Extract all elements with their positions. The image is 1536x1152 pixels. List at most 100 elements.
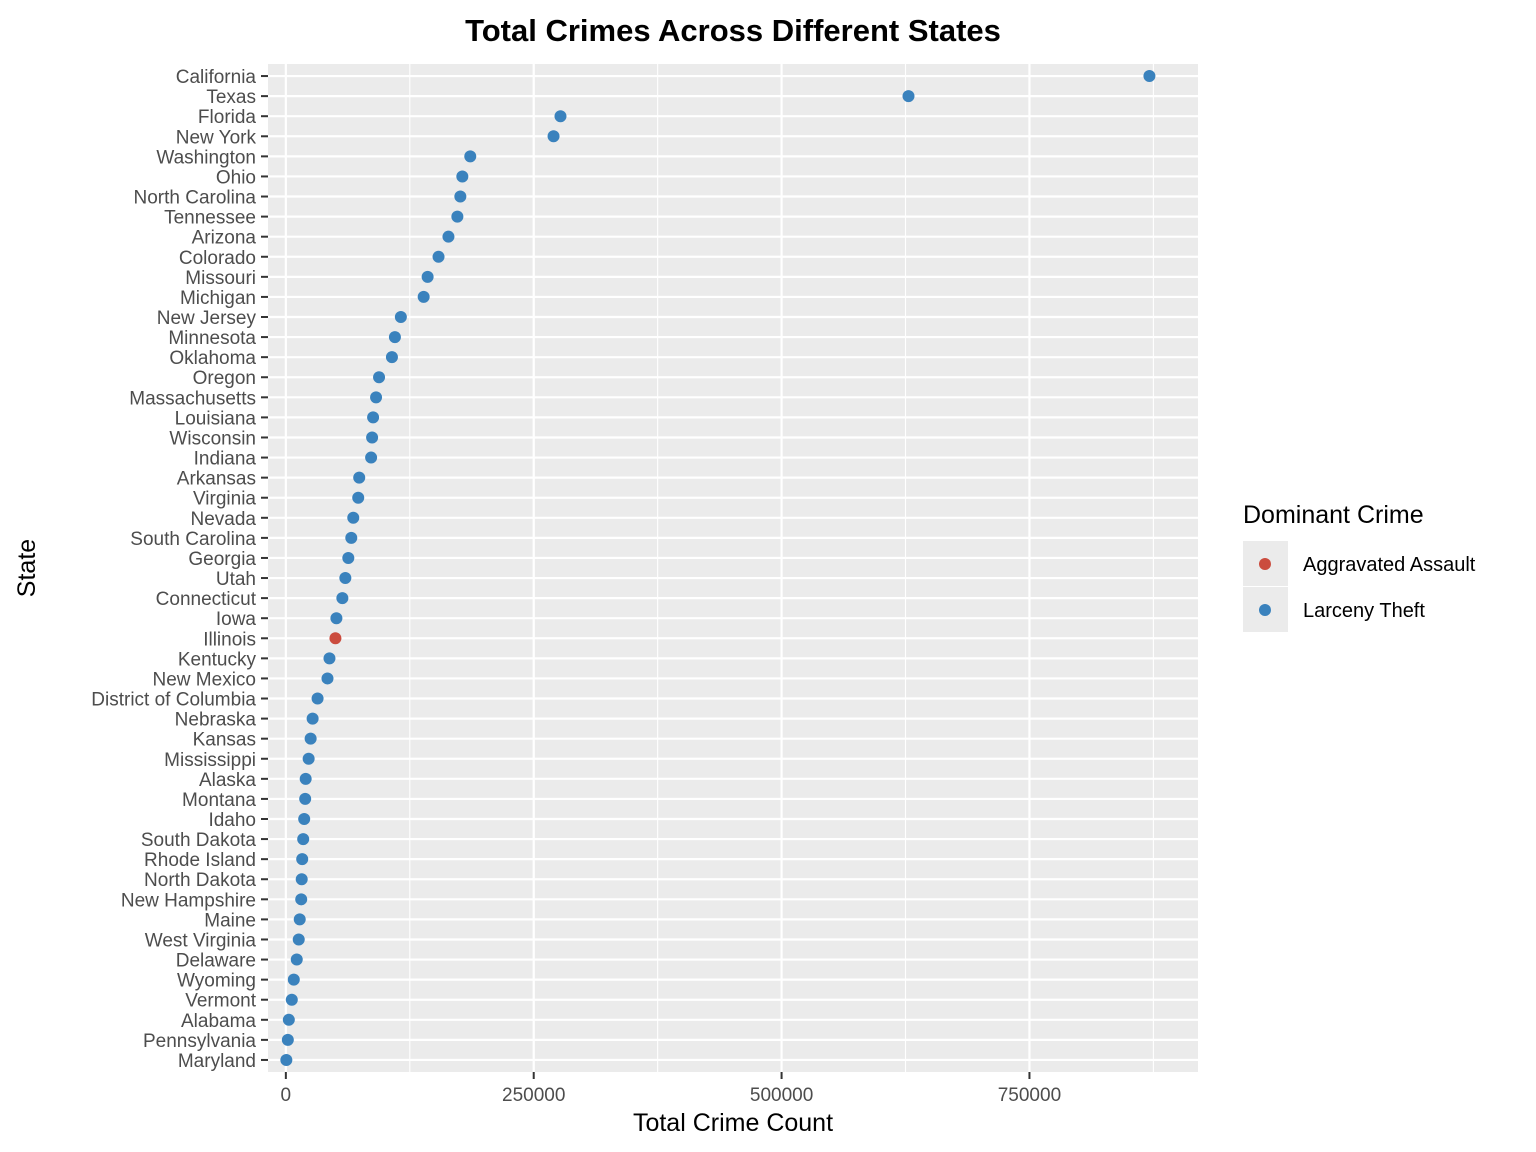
x-tick-label: 0 xyxy=(281,1085,292,1106)
x-axis: 0 250000 500000 750000 xyxy=(281,1072,1061,1106)
chart-title: Total Crimes Across Different States xyxy=(465,13,1001,48)
y-tick-label: New Hampshire xyxy=(121,890,256,911)
legend-label-larceny-theft: Larceny Theft xyxy=(1303,600,1425,622)
data-point xyxy=(456,170,469,183)
y-tick-label: District of Columbia xyxy=(91,690,256,711)
y-tick-label: Utah xyxy=(216,569,256,590)
y-tick-label: Kansas xyxy=(193,730,256,751)
y-tick-label: Wyoming xyxy=(177,971,256,992)
data-point xyxy=(339,572,352,585)
legend-marker-aggravated-assault xyxy=(1259,558,1271,570)
data-point xyxy=(432,250,445,263)
y-tick-label: South Dakota xyxy=(141,830,257,851)
y-tick-label: Texas xyxy=(206,87,256,108)
data-point xyxy=(299,792,312,805)
y-tick-label: Tennessee xyxy=(164,208,256,229)
x-axis-title: Total Crime Count xyxy=(633,1109,833,1137)
data-point xyxy=(347,511,360,524)
data-point xyxy=(287,973,300,986)
data-point xyxy=(1143,70,1156,83)
plot-panel xyxy=(268,64,1198,1072)
data-point xyxy=(365,451,378,464)
data-point xyxy=(293,913,306,926)
y-tick-label: New York xyxy=(176,127,257,148)
y-tick-label: Connecticut xyxy=(156,589,257,610)
data-point xyxy=(292,933,305,946)
x-tick-label: 500000 xyxy=(750,1085,813,1106)
y-tick-label: Virginia xyxy=(193,489,256,510)
y-tick-label: Arizona xyxy=(192,228,257,249)
y-tick-label: Washington xyxy=(156,147,256,168)
y-tick-label: Rhode Island xyxy=(144,850,256,871)
y-tick-label: Nevada xyxy=(191,509,257,530)
y-tick-label: Nebraska xyxy=(175,710,257,731)
data-point xyxy=(417,290,430,303)
y-tick-label: Delaware xyxy=(176,951,256,972)
y-tick-label: Idaho xyxy=(208,810,256,831)
data-point xyxy=(385,351,398,364)
data-point xyxy=(330,612,343,625)
data-point xyxy=(345,531,358,544)
data-point xyxy=(290,953,303,966)
y-tick-label: Florida xyxy=(198,107,257,128)
legend-title: Dominant Crime xyxy=(1243,501,1424,529)
data-point xyxy=(451,210,464,223)
data-point xyxy=(280,1053,293,1066)
data-point xyxy=(367,411,380,424)
y-tick-label: Vermont xyxy=(185,991,256,1012)
data-point xyxy=(302,752,315,765)
data-point xyxy=(394,311,407,324)
data-point xyxy=(554,110,567,123)
y-tick-label: Georgia xyxy=(188,549,256,570)
y-tick-label: Maryland xyxy=(178,1051,256,1072)
data-point xyxy=(902,90,915,103)
data-point xyxy=(388,331,401,344)
legend: Dominant Crime Aggravated Assault Larcen… xyxy=(1243,501,1476,632)
data-point xyxy=(366,431,379,444)
y-tick-label: Oklahoma xyxy=(169,348,256,369)
data-point xyxy=(282,1013,295,1026)
data-point xyxy=(295,873,308,886)
data-point xyxy=(547,130,560,143)
grid-major xyxy=(268,64,1198,1072)
y-tick-label: Mississippi xyxy=(164,750,256,771)
y-tick-label: Pennsylvania xyxy=(143,1031,256,1052)
y-tick-label: South Carolina xyxy=(130,529,256,550)
data-point xyxy=(281,1033,294,1046)
y-tick-label: California xyxy=(176,67,257,88)
grid-minor xyxy=(409,64,1154,1072)
y-tick-label: Louisiana xyxy=(175,408,257,429)
data-point xyxy=(298,812,311,825)
y-tick-label: Indiana xyxy=(194,449,257,470)
data-point xyxy=(306,712,319,725)
y-tick-label: Illinois xyxy=(203,629,256,650)
data-point xyxy=(454,190,467,203)
y-tick-label: Alaska xyxy=(199,770,256,791)
data-point xyxy=(352,491,365,504)
data-point xyxy=(370,391,383,404)
data-point xyxy=(342,551,355,564)
y-tick-label: Colorado xyxy=(179,248,256,269)
y-tick-label: Minnesota xyxy=(168,328,256,349)
data-point xyxy=(304,732,317,745)
y-tick-label: Wisconsin xyxy=(169,428,256,449)
data-point xyxy=(442,230,455,243)
data-point xyxy=(295,893,308,906)
data-point xyxy=(373,371,386,384)
y-tick-label: Montana xyxy=(182,790,256,811)
y-tick-label: Kentucky xyxy=(178,649,257,670)
data-point xyxy=(285,993,298,1006)
data-point xyxy=(421,270,434,283)
data-point xyxy=(296,853,309,866)
data-point xyxy=(353,471,366,484)
y-tick-label: Missouri xyxy=(185,268,256,289)
y-tick-label: West Virginia xyxy=(145,930,257,951)
x-tick-label: 750000 xyxy=(998,1085,1061,1106)
x-tick-label: 250000 xyxy=(502,1085,565,1106)
legend-marker-larceny-theft xyxy=(1259,604,1271,616)
data-point xyxy=(299,772,312,785)
data-point xyxy=(321,672,334,685)
data-points xyxy=(280,70,1156,1066)
y-tick-label: Iowa xyxy=(216,609,257,630)
y-tick-label: New Jersey xyxy=(157,308,257,329)
